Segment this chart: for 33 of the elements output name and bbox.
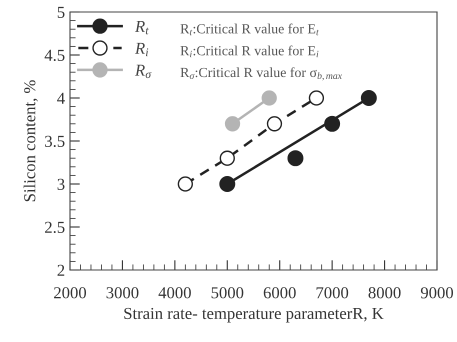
point	[262, 90, 277, 106]
y-tick-label: 3.5	[45, 136, 64, 148]
x-tick-label: 3000	[106, 287, 138, 298]
y-tick-label: 4.5	[44, 50, 64, 62]
point	[324, 116, 340, 132]
y-tick-label: 4	[57, 92, 65, 104]
x-tick-label: 2000	[54, 287, 86, 298]
x-tick-label: 5000	[212, 287, 244, 298]
y-tick-label: 2.5	[45, 222, 64, 234]
y-axis-title: Silicon content, %	[24, 80, 38, 202]
x-axis-title: Strain rate- temperature parameterR, K	[124, 308, 384, 322]
y-tick-label: 2	[58, 264, 64, 276]
point	[287, 150, 304, 166]
x-tick-label: 6000	[264, 287, 296, 298]
x-tick-label: 8000	[368, 287, 401, 298]
x-tick-label: 9000	[420, 287, 454, 298]
x-tick-label: 4000	[158, 287, 191, 298]
point	[178, 176, 193, 192]
annotation: R$_{σ}$:Critical R value for σ$_{b,max}$	[180, 67, 342, 80]
legend-label: R$_{t}$	[134, 21, 149, 34]
annotation: R$_{i}$:Critical R value for E$_{i}$	[180, 45, 318, 58]
y-tick-label: 3	[58, 178, 64, 190]
y-tick-label: 5	[58, 6, 64, 18]
point	[266, 116, 282, 132]
annotation: R$_{t}$:Critical R value for E$_{t}$	[180, 24, 319, 36]
point	[308, 90, 324, 106]
point	[224, 116, 240, 132]
legend-label: R$_{i}$	[134, 42, 148, 56]
x-tick-label: 7000	[316, 287, 348, 298]
point	[360, 90, 377, 106]
point	[219, 176, 236, 192]
legend-label: R$_{σ}$	[134, 64, 152, 78]
point	[220, 150, 235, 166]
